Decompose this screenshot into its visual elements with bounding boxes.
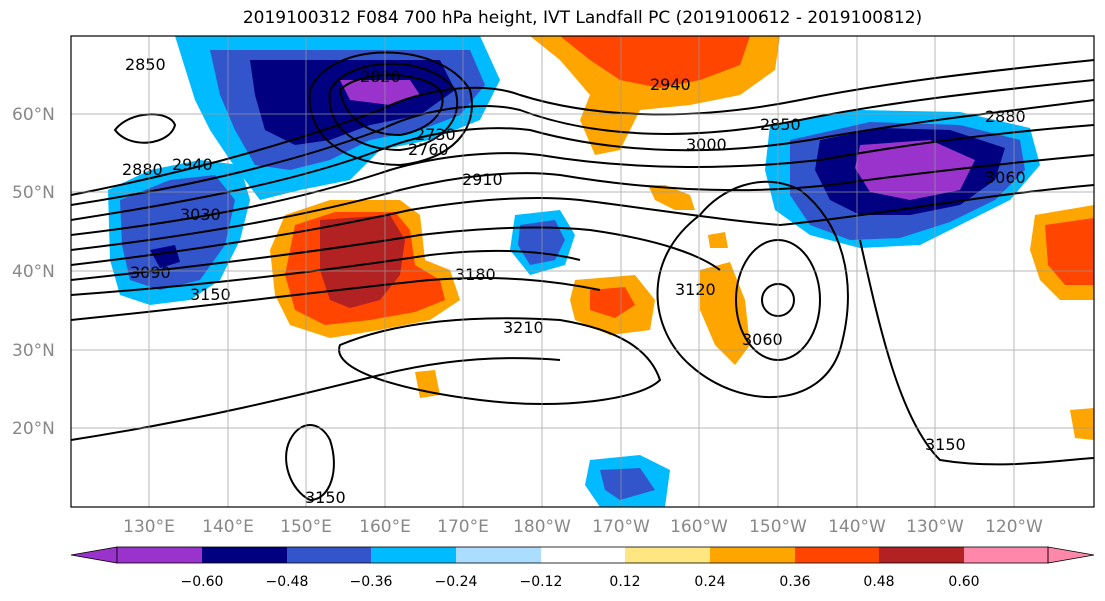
lon-label: 130°E bbox=[123, 517, 175, 537]
colorbar-segment bbox=[287, 547, 371, 563]
lon-label: 160°W bbox=[670, 517, 728, 537]
colorbar-tick-label: −0.48 bbox=[266, 574, 309, 590]
colorbar-segment bbox=[70, 546, 118, 564]
contour-labels: 2850 2820 2880 2940 3030 3090 3150 3180 … bbox=[122, 55, 1026, 507]
colorbar-tick-label: 0.48 bbox=[863, 574, 894, 590]
colorbar-segment bbox=[795, 547, 879, 563]
lon-label: 180°W bbox=[513, 517, 571, 537]
contour-label: 3060 bbox=[742, 330, 783, 349]
lon-label: 150°E bbox=[280, 517, 332, 537]
map-frame bbox=[70, 35, 1095, 508]
contour-label: 3150 bbox=[925, 435, 966, 454]
contour-label: 2820 bbox=[360, 67, 401, 86]
colorbar-tick-label: 0.12 bbox=[609, 574, 640, 590]
colorbar-segment bbox=[879, 547, 964, 563]
colorbar-tick-label: −0.24 bbox=[435, 574, 478, 590]
contour-label: 2850 bbox=[125, 55, 166, 74]
colorbar-tick-label: −0.60 bbox=[181, 574, 224, 590]
colorbar-tick-label: −0.36 bbox=[350, 574, 393, 590]
lat-label: 40°N bbox=[12, 262, 55, 282]
lon-label: 140°W bbox=[828, 517, 886, 537]
lon-label: 140°E bbox=[202, 517, 254, 537]
colorbar bbox=[70, 546, 1095, 564]
colorbar-segment bbox=[371, 547, 456, 563]
contour-label: 2880 bbox=[122, 160, 163, 179]
contour-label: 3150 bbox=[190, 285, 231, 304]
ivt-positive-region-north bbox=[530, 36, 780, 155]
ivt-positive-region-central bbox=[415, 185, 750, 398]
colorbar-segment bbox=[541, 547, 625, 563]
ivt-negative-region-south bbox=[585, 455, 670, 507]
lat-label: 30°N bbox=[12, 341, 55, 361]
colorbar-segment bbox=[710, 547, 795, 563]
contour-label: 3090 bbox=[130, 263, 171, 282]
lon-label: 150°W bbox=[749, 517, 807, 537]
lon-label: 170°E bbox=[437, 517, 489, 537]
contour-label: 2910 bbox=[462, 170, 503, 189]
ivt-positive-region-east bbox=[1030, 205, 1094, 440]
colorbar-tick-label: −0.12 bbox=[520, 574, 563, 590]
contour-label: 2730 bbox=[415, 125, 456, 144]
lat-label: 20°N bbox=[12, 419, 55, 439]
contour-label: 2760 bbox=[408, 140, 449, 159]
lon-label: 130°W bbox=[906, 517, 964, 537]
lat-label: 50°N bbox=[12, 183, 55, 203]
colorbar-segment bbox=[1047, 546, 1095, 564]
contour-label: 3060 bbox=[985, 168, 1026, 187]
colorbar-outline bbox=[116, 546, 1049, 564]
colorbar-tick-label: 0.60 bbox=[948, 574, 979, 590]
colorbar-tick-labels: −0.60 −0.48 −0.36 −0.24 −0.12 0.12 0.24 … bbox=[181, 574, 980, 590]
colorbar-segment bbox=[625, 547, 710, 563]
map-title: 2019100312 F084 700 hPa height, IVT Land… bbox=[242, 8, 923, 28]
contour-label: 2940 bbox=[172, 155, 213, 174]
lon-label: 120°W bbox=[985, 517, 1043, 537]
contour-label: 3030 bbox=[180, 205, 221, 224]
contour-label: 2940 bbox=[650, 75, 691, 94]
latitude-labels: 60°N 50°N 40°N 30°N 20°N bbox=[12, 105, 55, 439]
lat-label: 60°N bbox=[12, 105, 55, 125]
colorbar-segment bbox=[202, 547, 287, 563]
longitude-labels: 130°E 140°E 150°E 160°E 170°E 180°W 170°… bbox=[123, 517, 1043, 537]
contour-label: 3180 bbox=[455, 265, 496, 284]
contour-label: 3120 bbox=[675, 280, 716, 299]
contour-label: 2850 bbox=[760, 115, 801, 134]
contour-label: 2880 bbox=[985, 107, 1026, 126]
colorbar-tick-label: 0.24 bbox=[694, 574, 725, 590]
contour-label: 3000 bbox=[686, 135, 727, 154]
ivt-negative-region-ne bbox=[765, 110, 1040, 248]
colorbar-segment bbox=[117, 547, 202, 563]
lon-label: 160°E bbox=[359, 517, 411, 537]
colorbar-segment bbox=[456, 547, 541, 563]
colorbar-segment bbox=[964, 547, 1048, 563]
lon-label: 170°W bbox=[592, 517, 650, 537]
grid-lines bbox=[71, 36, 1094, 507]
height-contours bbox=[71, 51, 1094, 502]
contour-label: 3210 bbox=[503, 318, 544, 337]
contour-label: 3150 bbox=[305, 488, 346, 507]
colorbar-tick-label: 0.36 bbox=[779, 574, 810, 590]
